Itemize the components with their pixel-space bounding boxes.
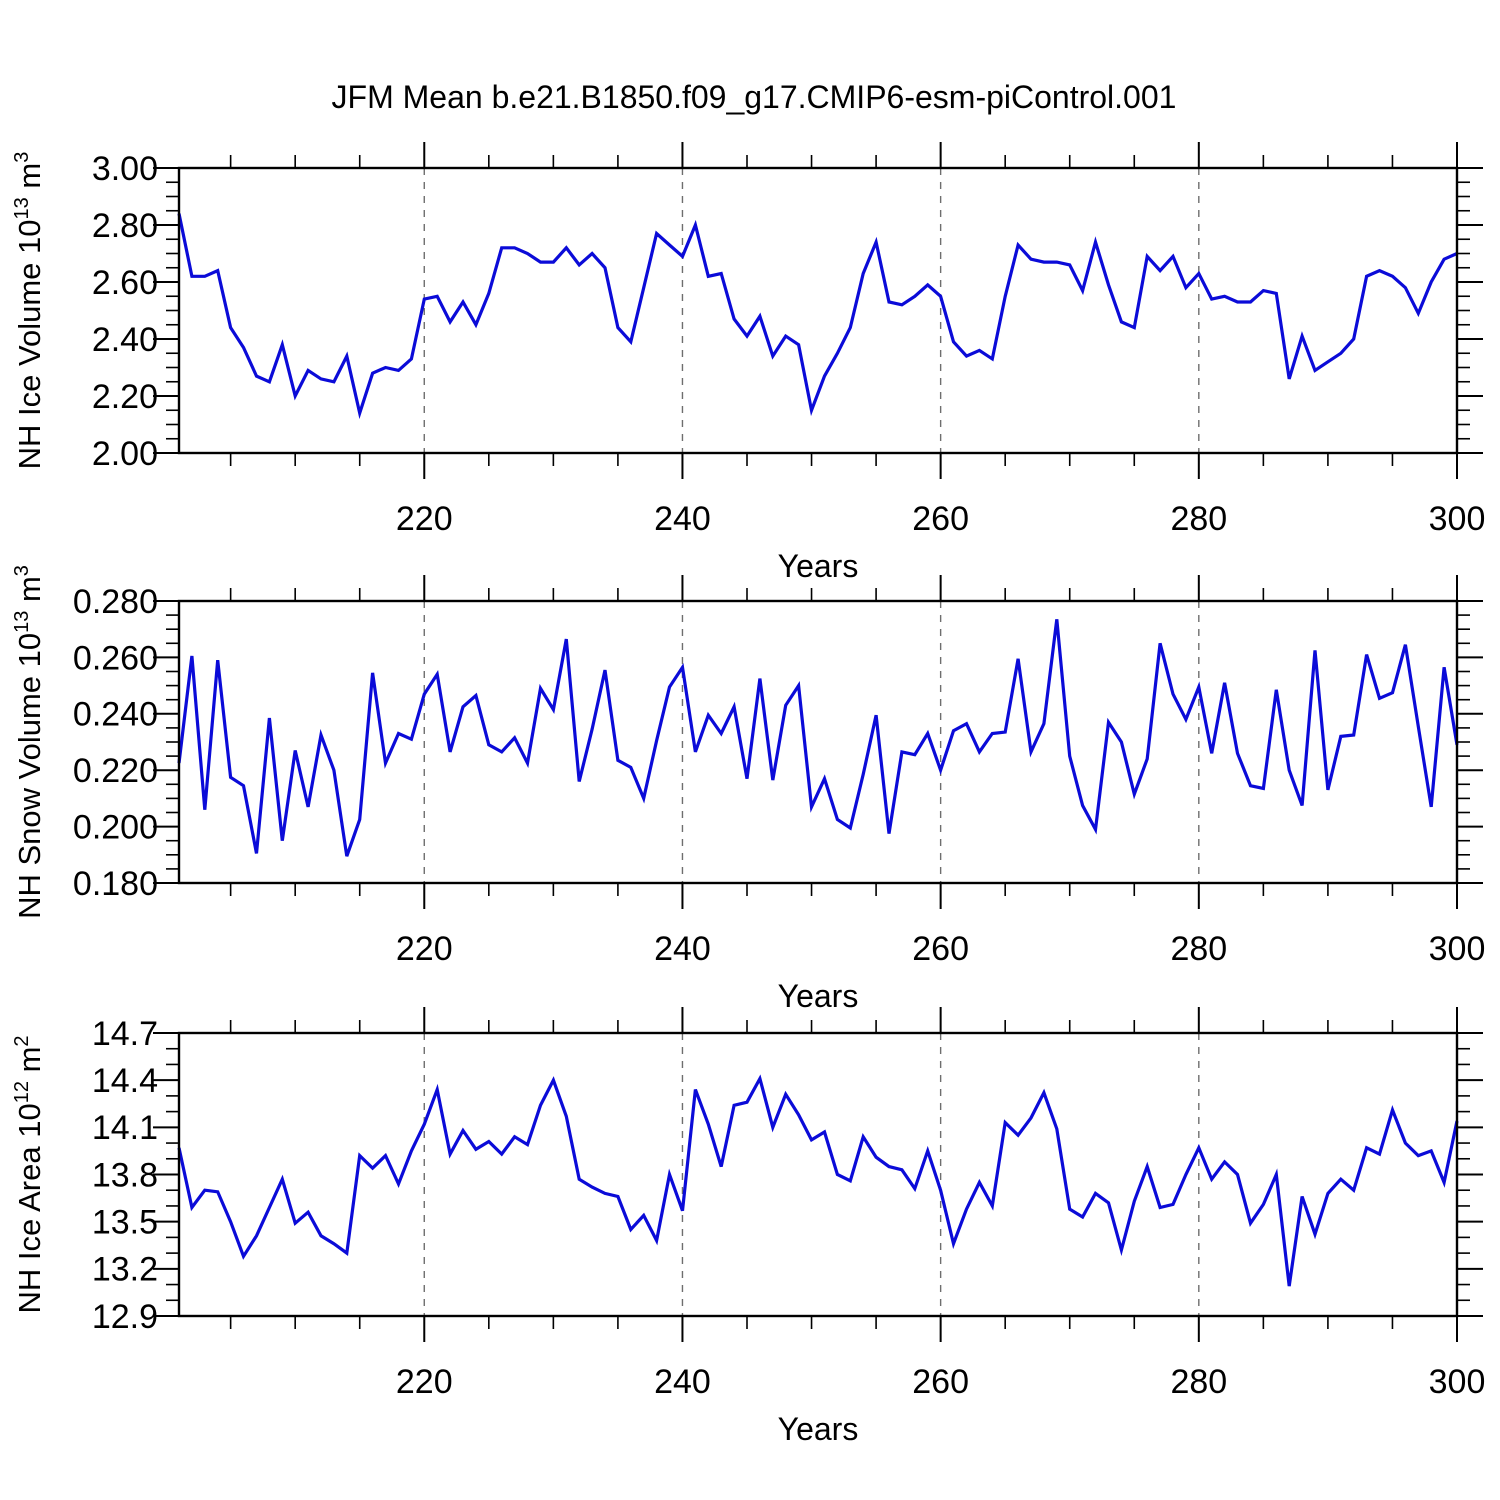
x-axis-title: Years — [778, 1411, 859, 1447]
x-tick-label: 300 — [1429, 500, 1486, 538]
x-tick-label: 220 — [396, 930, 453, 968]
x-tick-label: 240 — [654, 500, 711, 538]
y-tick-label: 13.5 — [92, 1204, 158, 1242]
x-tick-label: 260 — [912, 500, 969, 538]
panel-nh-snow-volume: 220 240 260 280 300 Years 0.180 0.200 0.220 0.240… — [11, 565, 1485, 1014]
x-tick-label: 300 — [1429, 1363, 1486, 1401]
y-tick-label: 12.9 — [92, 1298, 158, 1336]
plot-frame — [177, 599, 1459, 885]
y-axis-title: NH Ice Area 1012 m2 — [11, 1035, 47, 1313]
y-tick-label: 0.180 — [73, 865, 158, 903]
y-tick-label: 14.4 — [92, 1062, 158, 1100]
x-tick-label: 220 — [396, 500, 453, 538]
plot-frame — [177, 1031, 1459, 1318]
y-tick-label: 2.20 — [92, 378, 158, 416]
data-line-nh-ice-area — [177, 1074, 1459, 1287]
data-line-nh-snow-volume — [177, 619, 1459, 857]
y-tick-label: 0.200 — [73, 809, 158, 847]
y-tick-label: 2.60 — [92, 264, 158, 302]
y-tick-label: 13.8 — [92, 1156, 158, 1194]
y-tick-label: 2.40 — [92, 321, 158, 359]
y-tick-label: 3.00 — [92, 150, 158, 188]
y-tick-label: 14.1 — [92, 1109, 158, 1147]
y-tick-label: 14.7 — [92, 1015, 158, 1053]
panel-nh-ice-volume: 220 240 260 280 300 Years 2.00 2.20 2.40 2.60 2.80… — [11, 142, 1485, 584]
data-line-nh-ice-volume — [177, 213, 1458, 420]
y-tick-label: 0.260 — [73, 639, 158, 677]
y-tick-label: 0.280 — [73, 583, 158, 621]
y-tick-label: 2.80 — [92, 207, 158, 245]
panels-container: 220 240 260 280 300 Years 2.00 2.20 2.40 2.60 2.80… — [11, 142, 1485, 1447]
x-tick-label: 280 — [1170, 930, 1227, 968]
y-tick-label: 2.00 — [92, 435, 158, 473]
y-axis-title: NH Ice Volume 1013 m3 — [11, 152, 47, 470]
x-axis-title: Years — [778, 978, 859, 1014]
y-tick-label: 13.2 — [92, 1251, 158, 1289]
y-tick-label: 0.240 — [73, 696, 158, 734]
y-axis-title: NH Snow Volume 1013 m3 — [11, 565, 47, 919]
x-tick-label: 280 — [1170, 500, 1227, 538]
y-tick-label: 0.220 — [73, 752, 158, 790]
plot-frame — [177, 166, 1459, 455]
x-tick-label: 240 — [654, 930, 711, 968]
figure-title: JFM Mean b.e21.B1850.f09_g17.CMIP6-esm-p… — [332, 79, 1177, 115]
x-tick-label: 260 — [912, 1363, 969, 1401]
x-tick-label: 240 — [654, 1363, 711, 1401]
x-tick-label: 300 — [1429, 930, 1486, 968]
x-tick-label: 220 — [396, 1363, 453, 1401]
x-tick-label: 280 — [1170, 1363, 1227, 1401]
panel-nh-ice-area: 220 240 260 280 300 Years 12.9 13.2 13.5 13.8 14.1… — [11, 1007, 1485, 1447]
x-tick-label: 260 — [912, 930, 969, 968]
x-axis-title: Years — [778, 548, 859, 584]
